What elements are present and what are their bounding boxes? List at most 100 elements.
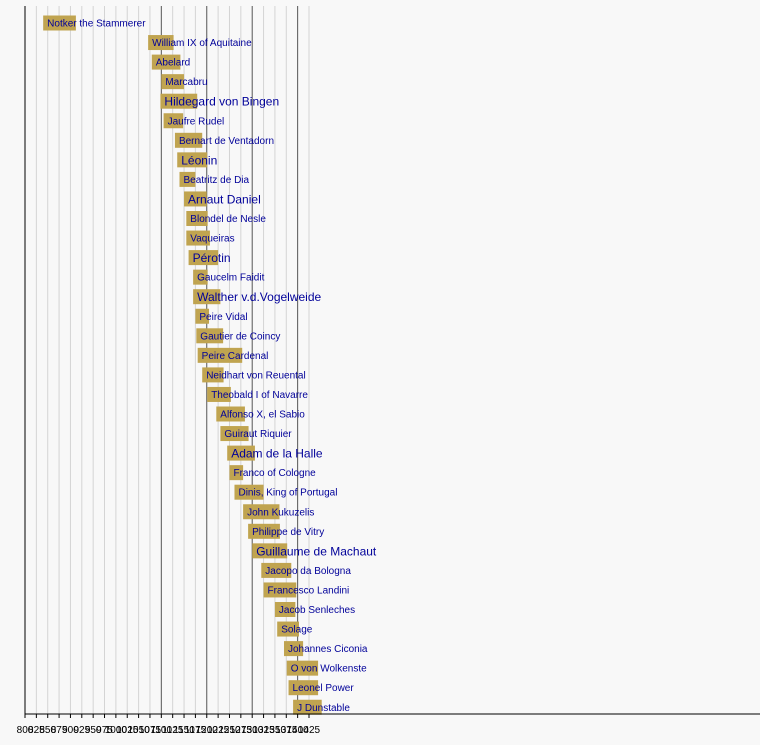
bar-label-14: Gaucelm Faidit — [197, 273, 264, 284]
x-tick-label-1000: 1000 — [105, 725, 128, 736]
x-tick-label-975: 975 — [96, 725, 113, 736]
x-tick-label-825: 825 — [28, 725, 45, 736]
x-tick-label-1325: 1325 — [252, 725, 275, 736]
x-tick-label-1275: 1275 — [230, 725, 253, 736]
bar-35 — [288, 680, 319, 696]
x-tick-label-1175: 1175 — [185, 725, 207, 736]
bar-label-31: Jacob Senleches — [279, 605, 355, 616]
bar-5 — [160, 93, 198, 109]
bar-25 — [234, 484, 264, 500]
x-tick-label-850: 850 — [39, 725, 56, 736]
bar-label-29: Jacopo da Bologna — [265, 566, 351, 577]
bar-6 — [163, 113, 184, 129]
x-tick-label-1350: 1350 — [264, 725, 287, 736]
bar-34 — [286, 660, 319, 676]
bar-label-27: Philippe de Vitry — [252, 527, 324, 538]
bar-label-36: J Dunstable — [297, 703, 350, 714]
x-tick-label-875: 875 — [51, 725, 68, 736]
bar-label-9: Beatritz de Dia — [183, 175, 249, 186]
x-tick-label-1375: 1375 — [275, 725, 298, 736]
bar-label-20: Theobald I of Navarre — [211, 390, 308, 401]
x-tick-label-1300: 1300 — [241, 725, 264, 736]
bar-22 — [220, 426, 249, 442]
bar-label-18: Peire Cardenal — [202, 351, 269, 362]
x-tick-label-1400: 1400 — [287, 725, 310, 736]
bar-8 — [177, 152, 208, 168]
bar-labels-group: Notker the Stammerer William IX of Aquita… — [47, 19, 377, 714]
bar-label-3: Abelard — [156, 58, 190, 69]
bar-29 — [261, 562, 292, 578]
x-tick-label-925: 925 — [73, 725, 90, 736]
bars-group — [43, 15, 322, 715]
bar-21 — [216, 406, 245, 422]
bar-label-2: William IX of Aquitaine — [152, 38, 252, 49]
bar-label-11: Blondel de Nesle — [190, 214, 266, 225]
x-tick-label-1150: 1150 — [173, 725, 195, 736]
bar-label-8: Léonin — [181, 153, 217, 167]
bar-label-5: Hildegard von Bingen — [164, 95, 279, 109]
x-tick-label-1200: 1200 — [196, 725, 219, 736]
bar-16 — [195, 308, 210, 324]
bar-9 — [179, 171, 196, 187]
x-tick-label-1050: 1050 — [127, 725, 150, 736]
x-tick-label-1075: 1075 — [139, 725, 162, 736]
bar-label-34: O von Wolkenste — [291, 664, 367, 675]
bar-32 — [277, 621, 300, 637]
bar-3 — [151, 54, 181, 70]
bar-13 — [188, 250, 219, 266]
x-tick-label-800: 800 — [17, 725, 34, 736]
bar-23 — [227, 445, 255, 461]
bar-20 — [207, 386, 231, 402]
bar-28 — [252, 543, 288, 559]
bar-label-23: Adam de la Halle — [231, 447, 323, 461]
bar-label-28: Guillaume de Machaut — [256, 544, 377, 558]
bar-11 — [186, 211, 208, 226]
bar-label-1: Notker the Stammerer — [47, 19, 146, 30]
bar-label-17: Gautier de Coincy — [200, 331, 280, 342]
bar-30 — [263, 582, 297, 598]
bar-label-15: Walther v.d.Vogelweide — [197, 290, 321, 304]
x-tick-label-1100: 1100 — [151, 725, 173, 736]
bar-label-24: Franco of Cologne — [233, 468, 316, 479]
bar-14 — [193, 269, 208, 285]
bar-12 — [186, 230, 210, 246]
bar-label-12: Vaqueiras — [190, 234, 234, 245]
bar-label-26: John Kukuzelis — [247, 507, 314, 518]
bar-label-4: Marcabru — [165, 77, 207, 88]
bar-33 — [284, 641, 304, 657]
bar-label-30: Francesco Landini — [268, 585, 350, 596]
bar-24 — [229, 465, 244, 481]
bar-31 — [274, 602, 296, 617]
x-tick-label-1425: 1425 — [298, 725, 321, 736]
bar-label-32: Solage — [281, 625, 313, 636]
bar-label-21: Alfonso X, el Sabio — [220, 410, 305, 421]
bar-36 — [293, 699, 322, 715]
x-tick-label-1125: 1125 — [162, 725, 184, 736]
x-tick-label-900: 900 — [62, 725, 79, 736]
bar-10 — [184, 191, 207, 207]
bar-2 — [148, 35, 174, 51]
bar-7 — [174, 132, 203, 148]
bar-label-16: Peire Vidal — [199, 312, 247, 323]
bar-label-13: Pérotin — [193, 251, 231, 265]
bar-label-19: Neidhart von Reuental — [206, 370, 306, 381]
bar-label-22: Guiraut Riquier — [224, 429, 292, 440]
bar-27 — [248, 523, 280, 539]
x-tick-label-1250: 1250 — [218, 725, 241, 736]
x-axis-ticks-group: 8008258508759009259509751000102510501075… — [17, 714, 321, 736]
bar-label-35: Leonel Power — [293, 683, 355, 694]
x-tick-label-950: 950 — [85, 725, 102, 736]
bar-4 — [161, 74, 185, 90]
bar-19 — [202, 367, 224, 383]
bar-1 — [43, 15, 76, 31]
bar-26 — [243, 504, 280, 520]
bar-label-6: Jaufre Rudel — [168, 116, 225, 127]
bar-18 — [197, 347, 243, 363]
bar-15 — [193, 289, 221, 305]
bar-label-25: Dinis, King of Portugal — [238, 488, 337, 499]
bar-label-7: Bernart de Ventadorn — [179, 136, 274, 147]
bar-label-33: Johannes Ciconia — [288, 644, 368, 655]
bar-label-10: Arnaut Daniel — [188, 192, 261, 206]
x-tick-label-1225: 1225 — [207, 725, 230, 736]
